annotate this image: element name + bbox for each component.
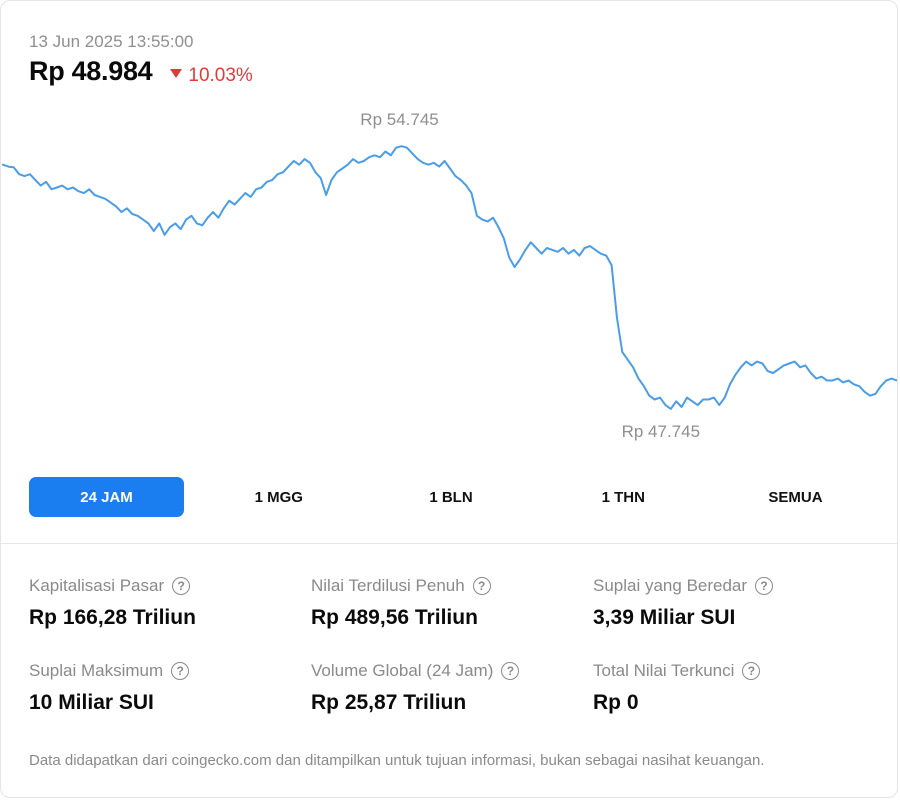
stat-value: 3,39 Miliar SUI — [593, 606, 736, 629]
stat-market-cap: Kapitalisasi Pasar? Rp 166,28 Triliun — [29, 575, 311, 630]
stat-label: Suplai Maksimum — [29, 661, 164, 680]
stat-label: Volume Global (24 Jam) — [311, 661, 494, 680]
help-icon[interactable]: ? — [755, 577, 774, 595]
stat-max-supply: Suplai Maksimum? 10 Miliar SUI — [29, 660, 311, 715]
current-price: Rp 48.984 — [29, 56, 153, 86]
divider — [1, 543, 897, 544]
range-1y-button[interactable]: 1 THN — [546, 477, 701, 517]
price-chart[interactable]: Rp 54.745 Rp 47.745 — [1, 110, 897, 456]
stats-grid: Kapitalisasi Pasar? Rp 166,28 Triliun Ni… — [29, 575, 889, 715]
timestamp: 13 Jun 2025 13:55:00 — [29, 32, 194, 51]
stat-label: Nilai Terdilusi Penuh — [311, 576, 465, 595]
low-price-label: Rp 47.745 — [622, 422, 700, 441]
stat-fully-diluted: Nilai Terdilusi Penuh? Rp 489,56 Triliun — [311, 575, 593, 630]
triangle-down-icon — [170, 69, 183, 78]
price-line — [2, 145, 897, 410]
stat-label: Kapitalisasi Pasar — [29, 576, 165, 595]
price-chart-svg: Rp 54.745 Rp 47.745 — [2, 110, 897, 441]
stat-circulating-supply: Suplai yang Beredar? 3,39 Miliar SUI — [593, 575, 875, 630]
price-row: Rp 48.984 10.03% — [29, 56, 253, 87]
range-24h-button[interactable]: 24 JAM — [29, 477, 184, 517]
range-1w-button[interactable]: 1 MGG — [201, 477, 356, 517]
help-icon[interactable]: ? — [501, 662, 520, 680]
high-price-label: Rp 54.745 — [360, 111, 438, 129]
range-1m-button[interactable]: 1 BLN — [374, 477, 529, 517]
disclaimer: Data didapatkan dari coingecko.com dan d… — [29, 752, 765, 769]
help-icon[interactable]: ? — [172, 577, 191, 595]
stat-label: Total Nilai Terkunci — [593, 661, 735, 680]
stat-value: Rp 0 — [593, 691, 639, 714]
price-change: 10.03% — [170, 64, 253, 87]
help-icon[interactable]: ? — [171, 662, 190, 680]
time-range-selector: 24 JAM 1 MGG 1 BLN 1 THN SEMUA — [29, 477, 873, 517]
price-change-percent: 10.03% — [188, 64, 253, 86]
stat-total-value-locked: Total Nilai Terkunci? Rp 0 — [593, 660, 875, 715]
range-all-button[interactable]: SEMUA — [718, 477, 873, 517]
stat-global-volume: Volume Global (24 Jam)? Rp 25,87 Triliun — [311, 660, 593, 715]
stat-label: Suplai yang Beredar — [593, 576, 748, 595]
stat-value: Rp 166,28 Triliun — [29, 606, 196, 629]
help-icon[interactable]: ? — [472, 577, 491, 595]
stat-value: Rp 489,56 Triliun — [311, 606, 478, 629]
stat-value: 10 Miliar SUI — [29, 691, 154, 714]
stat-value: Rp 25,87 Triliun — [311, 691, 467, 714]
help-icon[interactable]: ? — [742, 662, 761, 680]
